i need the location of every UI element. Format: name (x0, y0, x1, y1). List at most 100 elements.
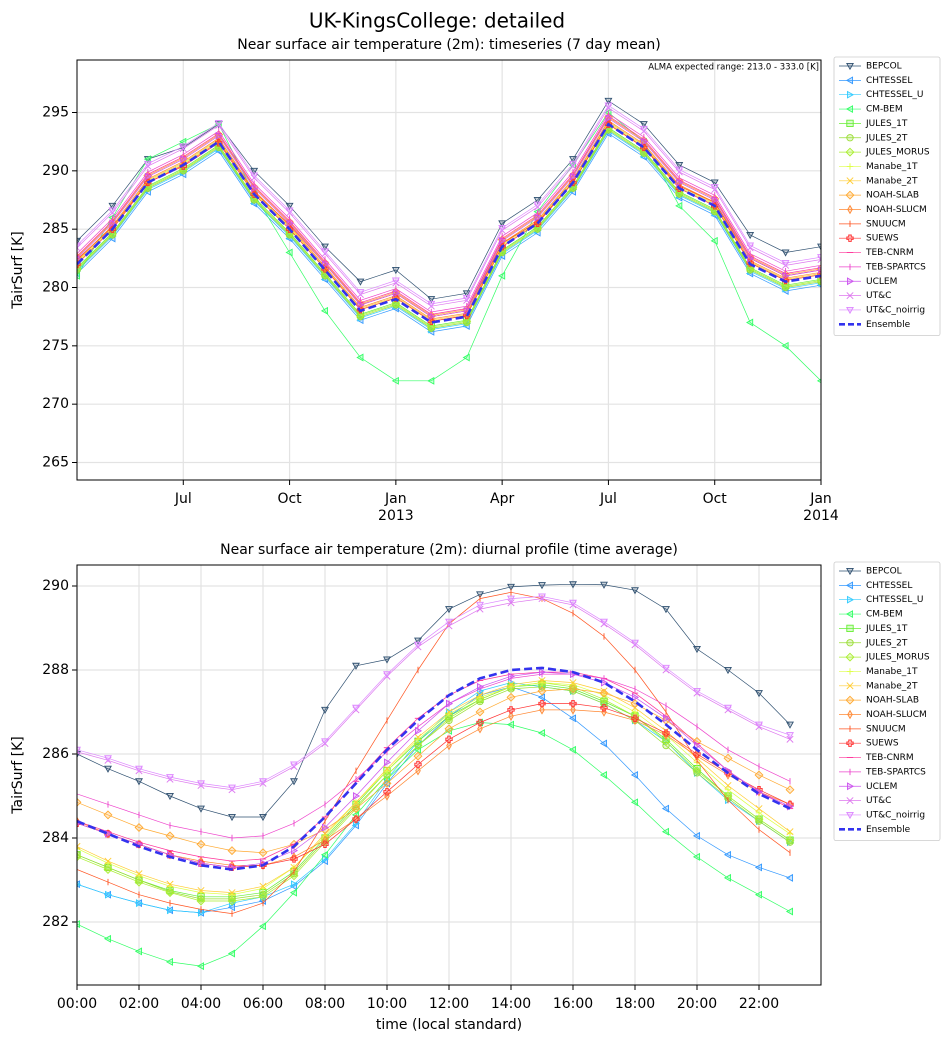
series-marker (445, 735, 453, 743)
series-marker (259, 882, 267, 890)
series-marker (357, 301, 365, 309)
legend-label: TEB-SPARTCS (865, 262, 926, 272)
legend-box (833, 56, 941, 337)
legend-label: TEB-CNRM (865, 248, 914, 258)
series-marker (785, 835, 795, 845)
legend-label: UCLEM (866, 277, 897, 287)
series-marker (135, 778, 143, 786)
series-marker (662, 606, 670, 614)
series-marker (476, 697, 484, 706)
series-marker (320, 306, 329, 315)
series-marker (570, 705, 576, 715)
series-marker (250, 172, 259, 180)
x-tick-label: Jan (384, 491, 407, 507)
legend-marker (847, 709, 853, 720)
series-marker (103, 865, 113, 874)
series-marker (693, 741, 702, 750)
legend-marker (846, 595, 855, 604)
series-marker (197, 886, 205, 895)
legend-label: Ensemble (866, 320, 911, 330)
series-marker (290, 778, 298, 786)
legend-label: Manabe_1T (866, 667, 918, 677)
legend-label: UT&C_noirrig (866, 810, 925, 820)
series-marker (538, 582, 546, 590)
series-line (77, 671, 791, 862)
series-line (77, 107, 821, 307)
series-marker (77, 271, 81, 280)
legend-label: Manabe_1T (866, 162, 918, 172)
series-marker (414, 733, 422, 741)
series-marker (754, 770, 764, 780)
series-marker (214, 119, 223, 128)
series-marker (639, 125, 648, 133)
legend-label: CM-BEM (866, 105, 903, 115)
series-marker (568, 684, 578, 694)
x-tick-label: 02:00 (119, 996, 159, 1012)
series-marker (285, 207, 294, 215)
legend-label: JULES_2T (865, 133, 908, 143)
x-tick-label: Apr (490, 491, 514, 507)
series-marker (746, 231, 755, 240)
series-marker (675, 166, 684, 174)
series-marker (415, 766, 421, 776)
series-line (77, 722, 791, 967)
series-marker (321, 248, 329, 256)
series-marker (414, 641, 422, 649)
series-marker (180, 155, 188, 164)
series-marker (569, 699, 577, 708)
series-line (77, 133, 821, 333)
axes-frame (76, 564, 822, 986)
series-marker (605, 114, 613, 123)
legend-label: NOAH-SLUCM (866, 205, 927, 215)
series-marker (533, 223, 543, 233)
series-marker (507, 681, 515, 689)
x-tick-label: 14:00 (491, 996, 531, 1012)
series-marker (414, 637, 422, 645)
legend-label: UT&C (866, 796, 891, 806)
series-marker (569, 599, 577, 607)
series-marker (781, 259, 790, 268)
series-line (77, 671, 791, 868)
series-marker (77, 920, 81, 929)
series-marker (539, 705, 545, 715)
series-marker (77, 842, 81, 850)
legend-marker (846, 639, 854, 647)
series-marker (498, 220, 507, 228)
series-marker (569, 172, 578, 181)
series-marker (258, 848, 268, 858)
legend-marker (846, 682, 854, 690)
legend-marker (845, 147, 855, 157)
series-marker (196, 962, 205, 971)
series-marker (351, 804, 361, 814)
series-marker (569, 156, 577, 164)
series-marker (227, 896, 237, 906)
series-marker (755, 805, 763, 813)
series-marker (196, 839, 206, 849)
legend-marker (845, 581, 854, 590)
y-tick-label: 286 (42, 746, 69, 762)
series-marker (383, 656, 391, 664)
x-tick-label: Jan (809, 491, 832, 507)
series-line (77, 686, 791, 900)
series-marker (104, 857, 112, 865)
series-marker (498, 224, 507, 233)
legend-marker (846, 90, 855, 99)
series-marker (77, 797, 82, 807)
series-marker (321, 738, 329, 746)
legend-marker (846, 567, 854, 576)
series-marker (781, 281, 791, 291)
legend-label: NOAH-SLAB (866, 696, 919, 706)
series-marker (383, 765, 391, 773)
series-marker (352, 798, 360, 806)
legend-label: NOAH-SLUCM (866, 710, 927, 720)
legend-label: NOAH-SLAB (866, 191, 919, 201)
series-line (77, 682, 791, 896)
series-marker (77, 746, 81, 754)
series-marker (290, 863, 298, 871)
y-tick-label: 284 (42, 830, 69, 846)
annotation: ALMA expected range: 213.0 - 333.0 [K] (648, 63, 819, 73)
series-marker (662, 664, 670, 673)
y-tick-label: 288 (42, 662, 69, 678)
series-marker (786, 732, 794, 740)
